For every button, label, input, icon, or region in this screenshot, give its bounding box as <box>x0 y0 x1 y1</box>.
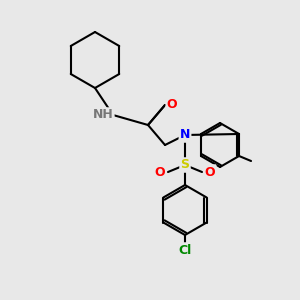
Text: O: O <box>155 166 165 178</box>
Text: S: S <box>181 158 190 172</box>
Text: N: N <box>180 128 190 142</box>
Text: NH: NH <box>93 109 113 122</box>
Text: O: O <box>205 166 215 178</box>
Text: O: O <box>167 98 177 112</box>
Text: Cl: Cl <box>178 244 192 256</box>
